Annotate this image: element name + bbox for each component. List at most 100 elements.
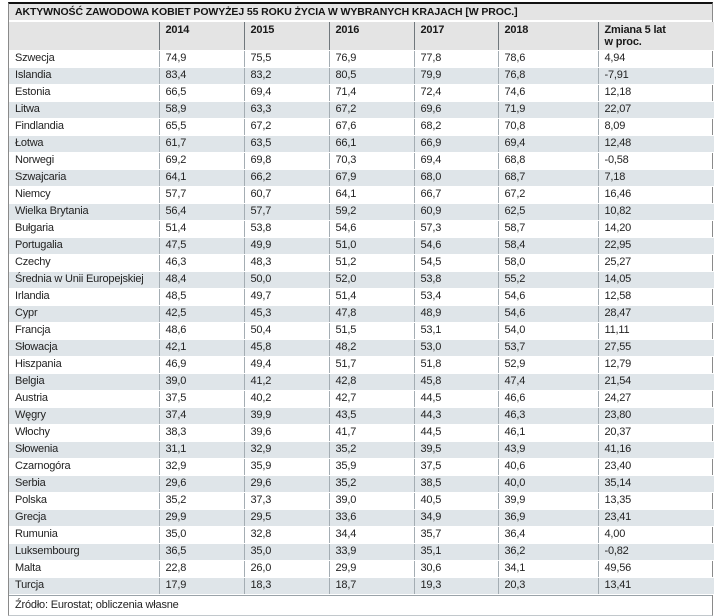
value-cell: 29,6 [158, 475, 244, 493]
value-cell: 35,2 [158, 492, 244, 510]
country-cell: Portugalia [9, 237, 159, 255]
value-cell: 49,56 [597, 560, 714, 578]
table-row: Słowenia 31,1 32,9 35,2 39,5 43,9 41,16 [9, 441, 714, 459]
value-cell: 46,1 [497, 424, 598, 442]
value-cell: 54,6 [497, 305, 598, 323]
value-cell: 83,2 [243, 67, 329, 85]
table-row: Irlandia 48,5 49,7 51,4 53,4 54,6 12,58 [9, 288, 714, 306]
value-cell: 13,35 [597, 492, 714, 510]
value-cell: 36,2 [497, 543, 598, 561]
value-cell: 32,9 [158, 458, 244, 476]
value-cell: 52,9 [497, 356, 598, 374]
value-cell: 16,46 [597, 186, 714, 204]
value-cell: 10,82 [597, 203, 714, 221]
value-cell: 40,6 [497, 458, 598, 476]
value-cell: 12,58 [597, 288, 714, 306]
value-cell: 69,4 [497, 135, 598, 153]
source-note: Źródło: Eurostat; obliczenia własne [9, 595, 712, 615]
value-cell: 45,8 [243, 339, 329, 357]
value-cell: 58,9 [158, 101, 244, 119]
value-cell: 67,2 [243, 118, 329, 136]
value-cell: 58,4 [497, 237, 598, 255]
value-cell: 66,1 [328, 135, 414, 153]
value-cell: 28,47 [597, 305, 714, 323]
value-cell: 35,2 [328, 475, 414, 493]
value-cell: 35,0 [243, 543, 329, 561]
value-cell: 55,2 [497, 271, 598, 289]
country-cell: Francja [9, 322, 159, 340]
value-cell: 37,5 [158, 390, 244, 408]
value-cell: 43,5 [328, 407, 414, 425]
value-cell: 48,4 [158, 271, 244, 289]
header-row: 2014 2015 2016 2017 2018 Zmiana 5 lat w … [9, 22, 714, 51]
value-cell: 22,95 [597, 237, 714, 255]
value-cell: 32,8 [243, 526, 329, 544]
value-cell: 46,3 [158, 254, 244, 272]
value-cell: 46,6 [497, 390, 598, 408]
value-cell: 14,05 [597, 271, 714, 289]
table-header: 2014 2015 2016 2017 2018 Zmiana 5 lat w … [9, 22, 714, 51]
value-cell: 44,5 [413, 390, 498, 408]
value-cell: 36,4 [497, 526, 598, 544]
value-cell: 7,18 [597, 169, 714, 187]
table-row: Luksembourg 36,5 35,0 33,9 35,1 36,2 -0,… [9, 543, 714, 561]
value-cell: 83,4 [158, 67, 244, 85]
table-row: Estonia 66,5 69,4 71,4 72,4 74,6 12,18 [9, 84, 714, 102]
value-cell: 67,2 [497, 186, 598, 204]
value-cell: 35,7 [413, 526, 498, 544]
value-cell: 14,20 [597, 220, 714, 238]
value-cell: 69,2 [158, 152, 244, 170]
value-cell: 68,0 [413, 169, 498, 187]
value-cell: 51,2 [328, 254, 414, 272]
table-row: Bułgaria 51,4 53,8 54,6 57,3 58,7 14,20 [9, 220, 714, 238]
value-cell: 46,3 [497, 407, 598, 425]
value-cell: 20,37 [597, 424, 714, 442]
value-cell: 23,41 [597, 509, 714, 527]
value-cell: 60,9 [413, 203, 498, 221]
country-cell: Słowenia [9, 441, 159, 459]
value-cell: 46,9 [158, 356, 244, 374]
activity-table: AKTYWNOŚĆ ZAWODOWA KOBIET POWYŻEJ 55 ROK… [8, 2, 714, 616]
value-cell: 66,2 [243, 169, 329, 187]
year-header-2016: 2016 [328, 22, 414, 51]
value-cell: 35,9 [328, 458, 414, 476]
value-cell: 77,8 [413, 50, 498, 68]
value-cell: 39,0 [328, 492, 414, 510]
value-cell: 50,0 [243, 271, 329, 289]
value-cell: 47,5 [158, 237, 244, 255]
year-header-2018: 2018 [497, 22, 598, 51]
value-cell: 4,94 [597, 50, 714, 68]
value-cell: 49,7 [243, 288, 329, 306]
value-cell: -0,58 [597, 152, 714, 170]
country-cell: Grecja [9, 509, 159, 527]
value-cell: 36,5 [158, 543, 244, 561]
value-cell: 59,2 [328, 203, 414, 221]
table-row: Serbia 29,6 29,6 35,2 38,5 40,0 35,14 [9, 475, 714, 493]
value-cell: 51,5 [328, 322, 414, 340]
value-cell: 56,4 [158, 203, 244, 221]
value-cell: 63,5 [243, 135, 329, 153]
value-cell: 76,8 [497, 67, 598, 85]
value-cell: 53,1 [413, 322, 498, 340]
country-cell: Czarnogóra [9, 458, 159, 476]
value-cell: 29,9 [328, 560, 414, 578]
value-cell: 11,11 [597, 322, 714, 340]
value-cell: 48,2 [328, 339, 414, 357]
table-row: Portugalia 47,5 49,9 51,0 54,6 58,4 22,9… [9, 237, 714, 255]
value-cell: 42,5 [158, 305, 244, 323]
value-cell: 63,3 [243, 101, 329, 119]
country-cell: Szwecja [9, 50, 159, 68]
value-cell: 74,9 [158, 50, 244, 68]
value-cell: 48,5 [158, 288, 244, 306]
value-cell: 33,9 [328, 543, 414, 561]
value-cell: 41,7 [328, 424, 414, 442]
table-row: Średnia w Unii Europejskiej 48,4 50,0 52… [9, 271, 714, 289]
value-cell: 32,9 [243, 441, 329, 459]
value-cell: 57,3 [413, 220, 498, 238]
table-row: Grecja 29,9 29,5 33,6 34,9 36,9 23,41 [9, 509, 714, 527]
value-cell: 47,8 [328, 305, 414, 323]
value-cell: 53,8 [413, 271, 498, 289]
value-cell: -7,91 [597, 67, 714, 85]
value-cell: 21,54 [597, 373, 714, 391]
country-cell: Włochy [9, 424, 159, 442]
